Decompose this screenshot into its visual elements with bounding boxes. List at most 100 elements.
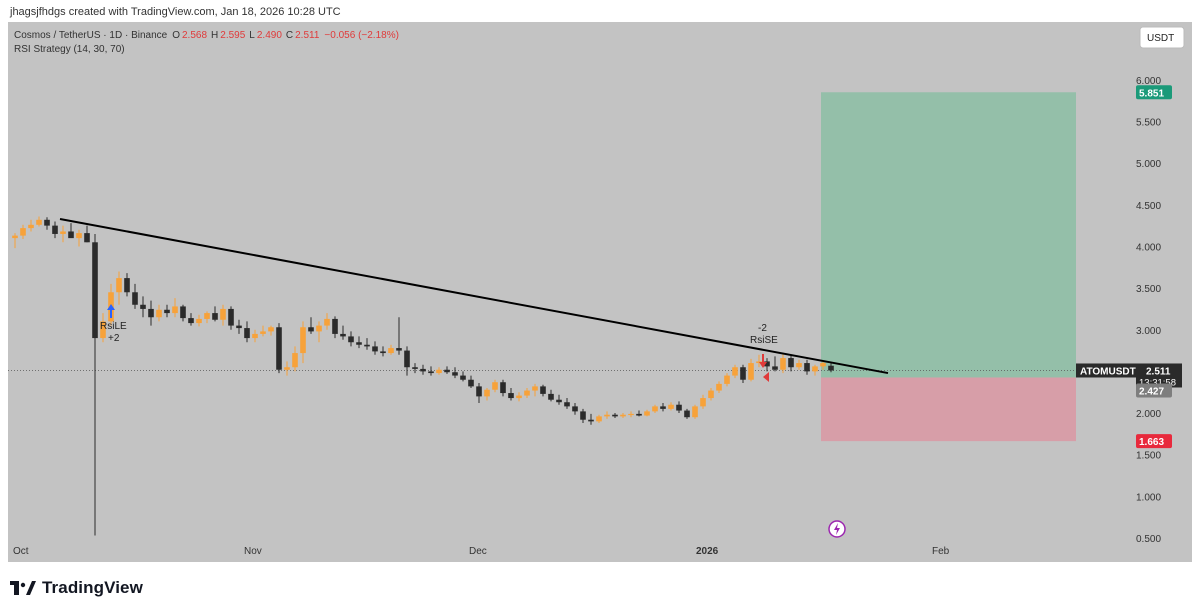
candle-body[interactable] <box>772 366 778 370</box>
candle-body[interactable] <box>428 371 434 374</box>
candle-body[interactable] <box>812 366 818 372</box>
candle-body[interactable] <box>28 224 34 229</box>
candle-body[interactable] <box>668 404 674 409</box>
candle-body[interactable] <box>556 399 562 403</box>
candle-body[interactable] <box>156 309 162 318</box>
candle-body[interactable] <box>764 361 770 367</box>
candle-body[interactable] <box>292 353 298 368</box>
candle-body[interactable] <box>636 413 642 416</box>
candle-body[interactable] <box>252 333 258 339</box>
candle-body[interactable] <box>140 304 146 309</box>
candle-body[interactable] <box>220 308 226 320</box>
descending-trendline[interactable] <box>59 217 889 375</box>
candle-body[interactable] <box>500 382 506 394</box>
candle-body[interactable] <box>364 344 370 347</box>
candle-body[interactable] <box>164 309 170 314</box>
candle-body[interactable] <box>132 292 138 305</box>
chart-panel[interactable]: RsiLE +2 -2 RsiSE 6.000 5.500 5.000 4.500 4.000 3… <box>8 22 1192 562</box>
candle-body[interactable] <box>580 411 586 420</box>
candle-body[interactable] <box>756 361 762 364</box>
candle-body[interactable] <box>476 386 482 397</box>
candle-body[interactable] <box>228 308 234 326</box>
candle-body[interactable] <box>716 383 722 391</box>
stop-loss-zone[interactable] <box>821 377 1076 442</box>
candle-body[interactable] <box>236 325 242 329</box>
candle-body[interactable] <box>124 278 130 293</box>
currency-button[interactable] <box>1139 26 1185 49</box>
candle-body[interactable] <box>532 386 538 391</box>
candle-body[interactable] <box>356 342 362 345</box>
candle-body[interactable] <box>732 367 738 376</box>
candle-body[interactable] <box>620 414 626 417</box>
candle-body[interactable] <box>188 318 194 324</box>
candle-body[interactable] <box>804 363 810 372</box>
candle-body[interactable] <box>692 406 698 418</box>
candle-body[interactable] <box>284 367 290 370</box>
candle-body[interactable] <box>52 225 58 234</box>
candle-body[interactable] <box>452 372 458 376</box>
candle-body[interactable] <box>380 351 386 354</box>
candle-body[interactable] <box>84 233 90 243</box>
candle-body[interactable] <box>788 358 794 368</box>
candle-body[interactable] <box>300 327 306 354</box>
candle-body[interactable] <box>604 414 610 417</box>
candle-body[interactable] <box>372 346 378 352</box>
candle-body[interactable] <box>68 231 74 239</box>
candle-body[interactable] <box>316 325 322 332</box>
candle-body[interactable] <box>404 350 410 368</box>
candle-body[interactable] <box>20 228 26 236</box>
candle-body[interactable] <box>572 406 578 412</box>
profit-target-zone[interactable] <box>821 92 1076 378</box>
candle-body[interactable] <box>204 313 210 319</box>
candle-body[interactable] <box>524 390 530 396</box>
candle-body[interactable] <box>468 379 474 387</box>
candle-body[interactable] <box>700 398 706 407</box>
candle-body[interactable] <box>564 402 570 407</box>
candle-body[interactable] <box>44 219 50 226</box>
candle-body[interactable] <box>740 367 746 380</box>
candle-body[interactable] <box>820 363 826 367</box>
candle-body[interactable] <box>548 393 554 400</box>
candle-body[interactable] <box>244 328 250 339</box>
candle-body[interactable] <box>660 406 666 409</box>
candle-body[interactable] <box>652 406 658 412</box>
candle-body[interactable] <box>708 390 714 399</box>
candle-body[interactable] <box>388 348 394 354</box>
candle-body[interactable] <box>276 327 282 370</box>
candle-body[interactable] <box>748 363 754 380</box>
candle-body[interactable] <box>332 318 338 334</box>
candle-body[interactable] <box>260 331 266 334</box>
candle-body[interactable] <box>308 327 314 332</box>
candle-body[interactable] <box>12 235 18 239</box>
candle-body[interactable] <box>588 419 594 422</box>
candle-body[interactable] <box>340 333 346 337</box>
candle-body[interactable] <box>460 375 466 380</box>
candle-body[interactable] <box>596 416 602 422</box>
candle-body[interactable] <box>76 233 82 239</box>
candle-body[interactable] <box>628 413 634 416</box>
candle-body[interactable] <box>148 308 154 318</box>
candle-body[interactable] <box>540 386 546 394</box>
candle-body[interactable] <box>180 306 186 319</box>
candle-body[interactable] <box>196 318 202 324</box>
candle-body[interactable] <box>492 382 498 390</box>
candle-body[interactable] <box>396 348 402 351</box>
candle-body[interactable] <box>36 219 42 225</box>
candle-body[interactable] <box>116 278 122 293</box>
candle-body[interactable] <box>348 336 354 343</box>
candle-body[interactable] <box>60 231 66 234</box>
candle-body[interactable] <box>684 410 690 418</box>
candle-body[interactable] <box>644 411 650 416</box>
candle-body[interactable] <box>212 313 218 320</box>
candle-body[interactable] <box>612 414 618 417</box>
candle-body[interactable] <box>324 318 330 326</box>
candle-body[interactable] <box>100 321 106 339</box>
candle-body[interactable] <box>92 242 98 339</box>
candle-body[interactable] <box>172 306 178 314</box>
candle-body[interactable] <box>444 369 450 373</box>
candle-body[interactable] <box>420 368 426 372</box>
candle-body[interactable] <box>484 389 490 397</box>
candle-body[interactable] <box>412 367 418 369</box>
currency-button-label[interactable]: USDT <box>1147 33 1174 44</box>
